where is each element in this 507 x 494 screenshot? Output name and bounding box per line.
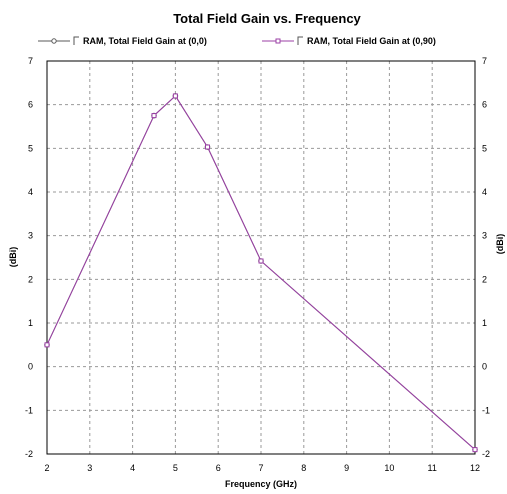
legend-marker [275,38,281,44]
y-tick-label-left: 2 [28,274,33,284]
x-tick-label: 3 [87,463,92,473]
legend: RAM, Total Field Gain at (0,0) RAM, Total… [38,36,436,46]
x-tick-label: 8 [301,463,306,473]
data-point [44,342,50,348]
x-tick-label: 5 [173,463,178,473]
legend-bracket-icon [297,36,303,45]
legend-item: RAM, Total Field Gain at (0,0) [38,36,207,46]
data-point [472,447,478,453]
legend-item: RAM, Total Field Gain at (0,90) [262,36,436,46]
x-axis-label: Frequency (GHz) [225,479,297,489]
x-axis-ticks: 2 3 4 5 6 7 8 9 10 11 12 [44,463,480,473]
y-axis-left-ticks: -2 -1 0 1 2 3 4 5 6 7 [25,56,33,459]
y-tick-label-right: 4 [482,187,487,197]
data-point [172,93,178,99]
data-point [205,144,210,150]
y-tick-label-left: 6 [28,100,33,110]
plot-area-frame [46,60,476,455]
series-layer [44,93,478,453]
y-tick-label-left: -1 [25,405,33,415]
series [44,93,478,453]
x-tick-label: 4 [130,463,135,473]
y-tick-label-right: 6 [482,100,487,110]
x-tick-label: 9 [344,463,349,473]
data-point [258,258,264,264]
chart-title: Total Field Gain vs. Frequency [173,11,361,26]
legend-bracket-icon [73,36,79,45]
y-tick-label-right: 5 [482,143,487,153]
x-tick-label: 11 [428,463,437,473]
x-tick-label: 7 [258,463,263,473]
y-tick-label-left: 5 [28,143,33,153]
y-tick-label-left: 3 [28,231,33,241]
y-tick-label-left: 7 [28,56,33,66]
legend-marker [51,38,57,44]
x-tick-label: 12 [470,463,480,473]
y-axis-label-left: (dBi) [8,247,18,268]
y-axis-label-right: (dBi) [495,234,505,255]
x-tick-label: 10 [384,463,394,473]
series-line [46,95,476,451]
y-tick-label-right: -2 [482,449,490,459]
legend-label: RAM, Total Field Gain at (0,0) [83,36,207,46]
y-tick-label-right: 7 [482,56,487,66]
data-point [151,113,157,119]
y-tick-label-right: 0 [482,362,487,372]
y-tick-label-left: 4 [28,187,33,197]
y-axis-right-ticks: -2 -1 0 1 2 3 4 5 6 7 [482,56,490,459]
grid [47,61,475,454]
y-tick-label-left: 1 [28,318,33,328]
y-tick-label-right: 2 [482,274,487,284]
y-tick-label-right: 1 [482,318,487,328]
legend-label: RAM, Total Field Gain at (0,90) [307,36,436,46]
y-tick-label-right: 3 [482,231,487,241]
x-tick-label: 6 [216,463,221,473]
y-tick-label-left: -2 [25,449,33,459]
x-tick-label: 2 [44,463,49,473]
y-tick-label-right: -1 [482,405,490,415]
y-tick-label-left: 0 [28,362,33,372]
